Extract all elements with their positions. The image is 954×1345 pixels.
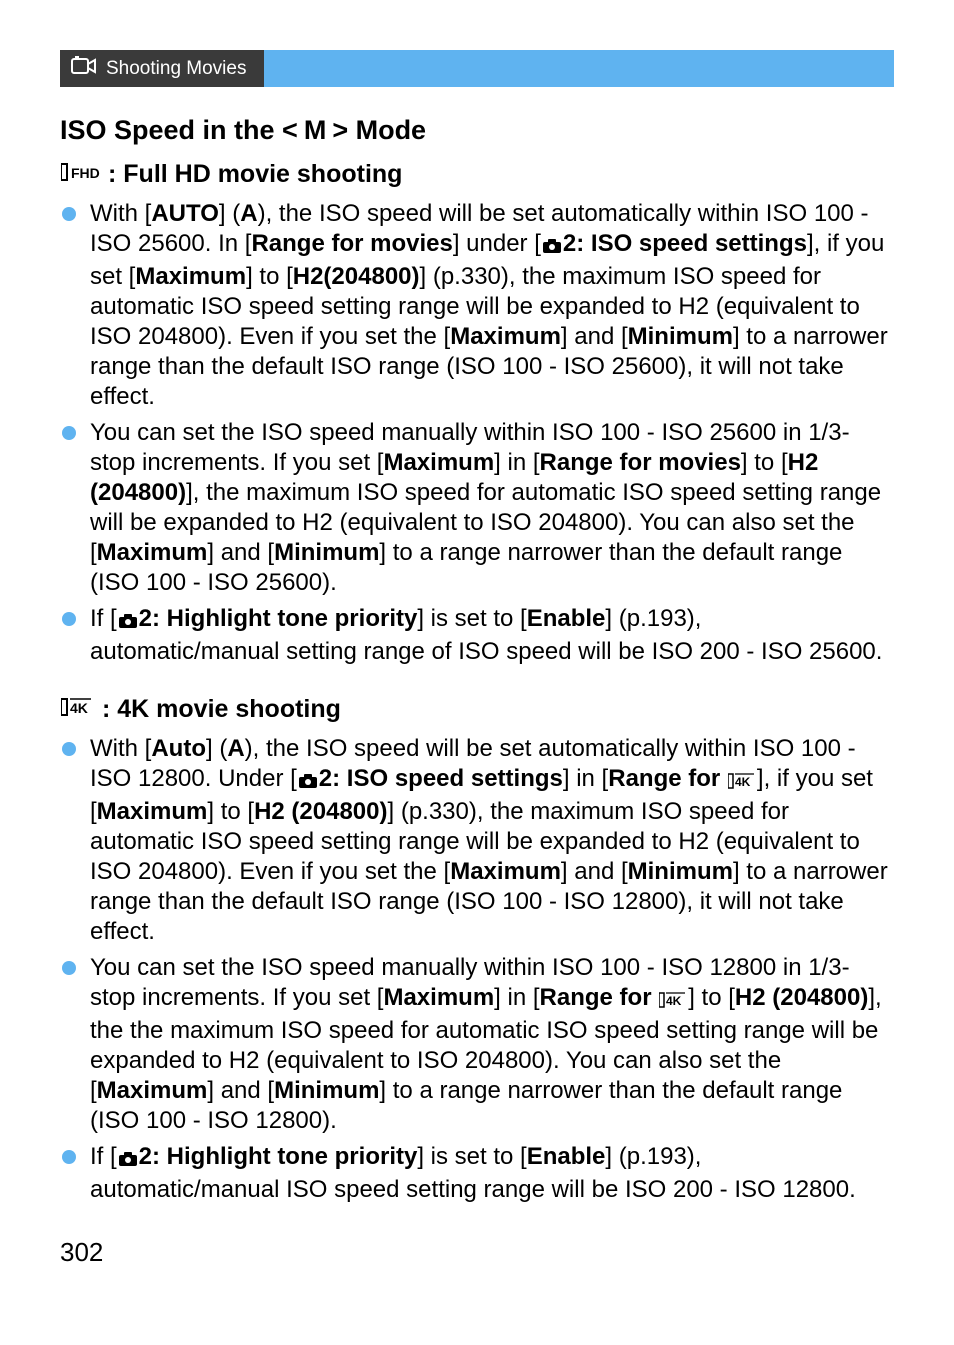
4k-icon: 4K	[61, 695, 95, 724]
bold-text: AUTO	[151, 200, 219, 227]
svg-text:4K: 4K	[666, 994, 682, 1008]
bold-text: Enable	[527, 605, 606, 632]
bold-text: Auto	[151, 735, 206, 762]
bold-text: Maximum	[383, 449, 494, 476]
text: If [	[90, 1143, 117, 1170]
header-blue-segment	[264, 50, 894, 87]
fullhd-bullet-list: With [AUTO] (A), the ISO speed will be s…	[60, 199, 894, 667]
text: ] to [	[688, 984, 735, 1011]
header-title: Shooting Movies	[106, 58, 246, 80]
bold-text: 2: ISO speed settings	[319, 765, 563, 792]
fullhd-subtitle: FHD : Full HD movie shooting	[60, 160, 894, 189]
text: ] in [	[563, 765, 608, 792]
text: ] to [	[741, 449, 788, 476]
section-title-suffix: > Mode	[332, 115, 426, 146]
fullhd-label: : Full HD movie shooting	[108, 160, 402, 189]
text: ] in [	[494, 984, 539, 1011]
bold-text: Range for movies	[540, 449, 741, 476]
bold-text: Minimum	[274, 1077, 379, 1104]
text: ] and [	[207, 539, 274, 566]
text: ] under [	[453, 230, 541, 257]
bold-text: Range for	[540, 984, 659, 1011]
text: ] (	[219, 200, 240, 227]
bold-text: 2: Highlight tone priority	[139, 605, 418, 632]
bold-text: Maximum	[450, 323, 561, 350]
section-title-prefix: ISO Speed in the <	[60, 115, 298, 146]
list-item: You can set the ISO speed manually withi…	[60, 418, 894, 598]
bold-text: H2 (204800)	[735, 984, 868, 1011]
svg-text:4K: 4K	[735, 775, 751, 789]
camera-menu-icon	[118, 607, 138, 637]
bold-text: Maximum	[97, 1077, 208, 1104]
text: ] is set to [	[417, 605, 526, 632]
camera-menu-icon	[542, 232, 562, 262]
svg-text:FHD: FHD	[71, 165, 100, 181]
list-item: If [ 2: Highlight tone priority] is set t…	[60, 1142, 894, 1205]
bold-text: H2 (204800)	[254, 798, 387, 825]
text: With [	[90, 735, 151, 762]
text: ] and [	[207, 1077, 274, 1104]
bold-text: 2: Highlight tone priority	[139, 1143, 418, 1170]
bold-text: Maximum	[97, 539, 208, 566]
fourk-bullet-list: With [Auto] (A), the ISO speed will be s…	[60, 734, 894, 1205]
text: ] to [	[246, 263, 293, 290]
bold-text: Maximum	[135, 263, 246, 290]
camera-menu-icon	[118, 1145, 138, 1175]
list-item: With [Auto] (A), the ISO speed will be s…	[60, 734, 894, 947]
text: With [	[90, 200, 151, 227]
text: If [	[90, 605, 117, 632]
bold-text: Minimum	[628, 323, 733, 350]
bold-text: Maximum	[383, 984, 494, 1011]
list-item: You can set the ISO speed manually withi…	[60, 953, 894, 1136]
text: ] in [	[494, 449, 539, 476]
page-container: Shooting Movies ISO Speed in the <M> Mod…	[0, 0, 954, 1308]
text: ] to [	[207, 798, 254, 825]
bold-text: Maximum	[450, 858, 561, 885]
text: ] and [	[561, 858, 628, 885]
header-strip: Shooting Movies	[60, 50, 894, 87]
bold-text: A	[240, 200, 257, 227]
text: ] and [	[561, 323, 628, 350]
bold-text: Range for movies	[251, 230, 452, 257]
bold-text: Minimum	[628, 858, 733, 885]
fhd-icon: FHD	[61, 160, 101, 189]
section-title: ISO Speed in the <M> Mode	[60, 115, 894, 146]
bold-text: H2(204800)	[293, 263, 420, 290]
movie-camera-icon	[71, 56, 97, 81]
page-number: 302	[60, 1237, 894, 1268]
bold-text: Enable	[527, 1143, 606, 1170]
svg-text:4K: 4K	[70, 700, 88, 716]
bold-text: Maximum	[97, 798, 208, 825]
fourk-label: : 4K movie shooting	[102, 695, 341, 724]
mode-m-text: M	[304, 115, 327, 146]
list-item: If [ 2: Highlight tone priority] is set t…	[60, 604, 894, 667]
bold-text: Minimum	[274, 539, 379, 566]
camera-menu-icon	[298, 767, 318, 797]
4k-icon: 4K	[659, 986, 687, 1016]
text: ] is set to [	[417, 1143, 526, 1170]
header-dark-segment: Shooting Movies	[60, 50, 264, 87]
4k-icon: 4K	[728, 767, 756, 797]
bold-text: 2: ISO speed settings	[563, 230, 807, 257]
text: ] (	[206, 735, 227, 762]
bold-text: Range for	[608, 765, 727, 792]
fourk-subtitle: 4K : 4K movie shooting	[60, 695, 894, 724]
list-item: With [AUTO] (A), the ISO speed will be s…	[60, 199, 894, 412]
bold-text: A	[227, 735, 244, 762]
